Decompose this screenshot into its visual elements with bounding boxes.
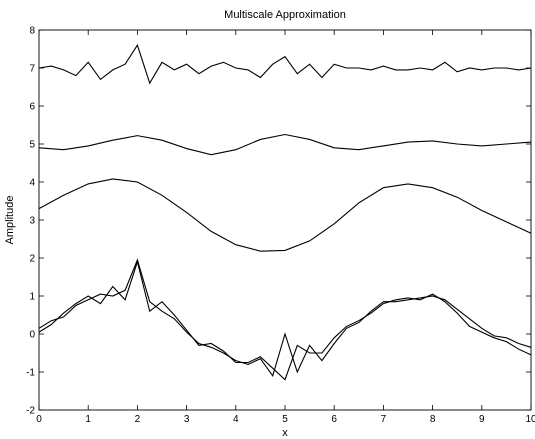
- x-tick-label: 1: [85, 414, 91, 425]
- x-tick-label: 5: [282, 414, 288, 425]
- y-tick-label: 1: [29, 292, 35, 303]
- y-tick-label: 6: [29, 102, 35, 113]
- y-tick-label: -1: [26, 368, 35, 379]
- series-line-3: [38, 178, 532, 252]
- y-axis-ticks: -2 -1 0 1 2 3 4 5 6 7 8: [26, 26, 531, 417]
- x-tick-label: 4: [233, 414, 239, 425]
- x-axis-label: x: [282, 427, 288, 439]
- series-line-4: [38, 259, 532, 381]
- x-tick-label: 0: [36, 414, 42, 425]
- y-tick-label: -2: [26, 406, 35, 417]
- x-tick-label: 10: [525, 414, 535, 425]
- plot-frame: [38, 29, 532, 411]
- x-tick-label: 9: [479, 414, 485, 425]
- y-tick-label: 5: [29, 140, 35, 151]
- plot-lines: [38, 43, 532, 381]
- y-tick-label: 4: [29, 178, 35, 189]
- y-tick-label: 3: [29, 216, 35, 227]
- x-tick-label: 2: [135, 414, 141, 425]
- y-tick-label: 0: [29, 330, 35, 341]
- y-tick-label: 8: [29, 26, 35, 37]
- x-tick-label: 8: [430, 414, 436, 425]
- series-line-2: [38, 133, 532, 156]
- y-axis-label: Amplitude: [4, 196, 16, 245]
- series-line-5: [38, 258, 532, 378]
- y-tick-label: 2: [29, 254, 35, 265]
- x-tick-label: 6: [331, 414, 337, 425]
- y-tick-label: 7: [29, 64, 35, 75]
- x-tick-label: 3: [184, 414, 190, 425]
- chart-title: Multiscale Approximation: [224, 9, 346, 21]
- x-axis-ticks: 0 1 2 3 4 5 6 7 8 9 10: [36, 30, 535, 425]
- x-tick-label: 7: [381, 414, 387, 425]
- series-line-1: [38, 43, 532, 85]
